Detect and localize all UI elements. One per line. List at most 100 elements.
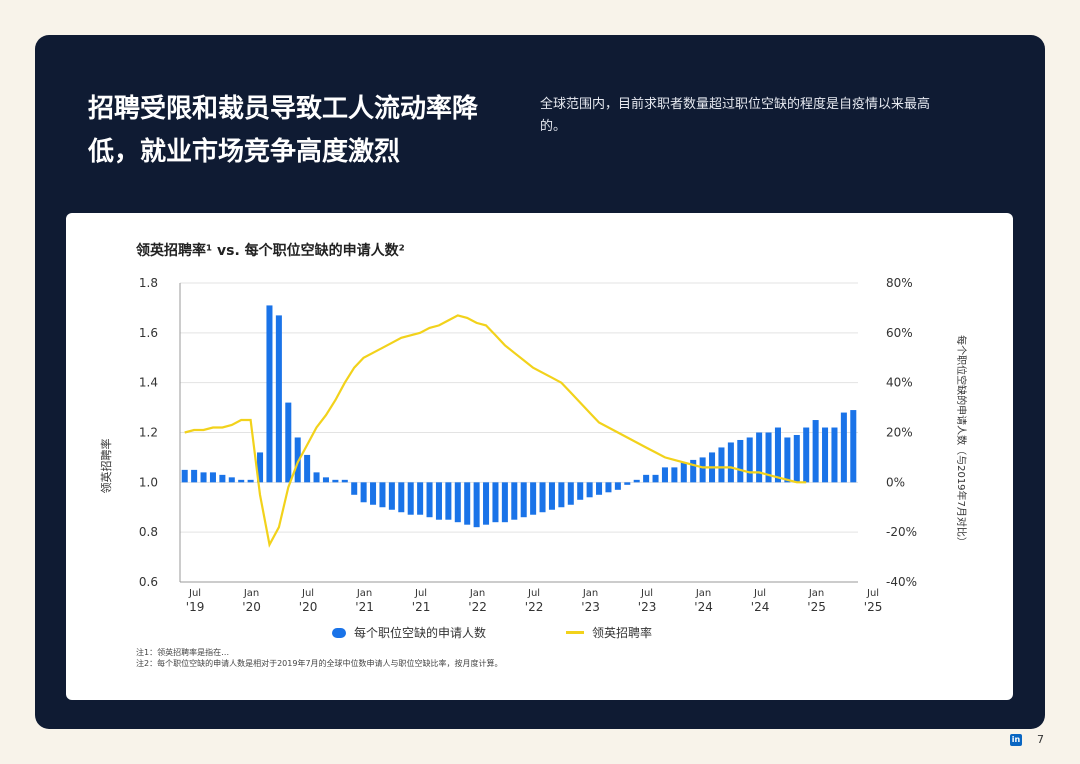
bar [793, 434, 800, 483]
x-tick-year: '21 [412, 600, 431, 614]
right-axis-title: 每个职位空缺的申请人数（与2019年7月对比） [955, 335, 968, 547]
right-tick-label: 40% [886, 376, 913, 390]
bar [454, 482, 461, 523]
bar [661, 467, 668, 483]
x-tick-month: Jul [866, 588, 879, 599]
note-1: 注1：领英招聘率是指在… [136, 648, 230, 657]
x-tick-year: '20 [242, 600, 261, 614]
linkedin-icon: in [1010, 734, 1022, 746]
bar [511, 482, 518, 520]
bar [548, 482, 555, 510]
right-tick-label: 20% [886, 426, 913, 440]
right-tick-label: 0% [886, 475, 905, 489]
left-tick-label: 0.8 [139, 525, 158, 539]
bar [680, 462, 687, 483]
bar [426, 482, 433, 518]
bar [341, 479, 348, 483]
x-tick-year: '22 [468, 600, 487, 614]
bar [567, 482, 574, 505]
legend-bar-swatch [332, 627, 346, 638]
bar [360, 482, 367, 503]
x-tick-year: '22 [525, 600, 544, 614]
bar [285, 402, 292, 483]
bar [398, 482, 405, 513]
x-tick-month: Jul [188, 588, 201, 599]
bar [831, 427, 838, 483]
x-tick-year: '20 [299, 600, 318, 614]
bar [539, 482, 546, 513]
chart-notes: 注1：领英招聘率是指在… 注2：每个职位空缺的申请人数是相对于2019年7月的全… [136, 647, 503, 669]
bar [803, 427, 810, 483]
left-tick-label: 1.6 [139, 326, 158, 340]
x-tick-year: '24 [751, 600, 770, 614]
bar [812, 420, 819, 483]
x-tick-year: '25 [807, 600, 826, 614]
bar [718, 447, 725, 483]
x-tick-year: '21 [355, 600, 374, 614]
bar [417, 482, 424, 515]
chart-title: 领英招聘率¹ vs. 每个职位空缺的申请人数² [136, 243, 405, 259]
page-headline: 招聘受限和裁员导致工人流动率降低，就业市场竞争高度激烈 [88, 94, 479, 167]
left-axis-labels: 1.8 1.6 1.4 1.2 1.0 0.8 0.6 [139, 276, 158, 589]
x-tick-month: Jul [753, 588, 766, 599]
page-number: 7 [1037, 733, 1044, 746]
bar [784, 437, 791, 483]
bar [586, 482, 593, 498]
x-tick-month: Jan [695, 588, 711, 599]
x-tick-month: Jul [414, 588, 427, 599]
left-tick-label: 1.4 [139, 376, 158, 390]
bar [558, 482, 565, 508]
x-tick-month: Jan [243, 588, 259, 599]
bar [605, 482, 612, 493]
bar [671, 467, 678, 483]
bar [209, 472, 216, 483]
left-tick-label: 1.8 [139, 276, 158, 290]
x-axis-labels: Jul'19Jan'20Jul'20Jan'21Jul'21Jan'22Jul'… [186, 588, 883, 614]
bar [275, 315, 282, 483]
axes [179, 283, 858, 583]
bar [379, 482, 386, 508]
right-tick-label: 60% [886, 326, 913, 340]
bar [200, 472, 207, 483]
right-tick-label: -20% [886, 525, 917, 539]
x-tick-month: Jan [469, 588, 485, 599]
x-tick-year: '24 [694, 600, 713, 614]
bar [840, 412, 847, 483]
x-tick-year: '19 [186, 600, 205, 614]
bar [822, 427, 829, 483]
bar [624, 482, 631, 485]
bar [181, 469, 188, 483]
x-tick-month: Jan [808, 588, 824, 599]
x-tick-month: Jul [301, 588, 314, 599]
bar [501, 482, 508, 523]
x-tick-year: '23 [638, 600, 657, 614]
bar [238, 479, 245, 483]
bar [699, 457, 706, 483]
bar [313, 472, 320, 483]
legend-bar-label: 每个职位空缺的申请人数 [354, 626, 487, 640]
page-subtitle: 全球范围内，目前求职者数量超过职位空缺的程度是自疫情以来最高的。 [540, 97, 931, 134]
bar [445, 482, 452, 520]
bar [765, 432, 772, 483]
bar [247, 479, 254, 483]
bar [388, 482, 395, 510]
right-tick-label: 80% [886, 276, 913, 290]
x-tick-month: Jan [582, 588, 598, 599]
left-tick-label: 0.6 [139, 575, 158, 589]
bar [435, 482, 442, 520]
note-2: 注2：每个职位空缺的申请人数是相对于2019年7月的全球中位数申请人与职位空缺比… [136, 659, 503, 668]
bar [473, 482, 480, 528]
bar [370, 482, 377, 505]
bars-series [181, 305, 857, 528]
bar [746, 437, 753, 483]
right-axis-labels: 80% 60% 40% 20% 0% -20% -40% [886, 276, 917, 589]
bar [520, 482, 527, 518]
bar [727, 442, 734, 483]
x-tick-month: Jul [527, 588, 540, 599]
bar [643, 474, 650, 483]
bar [228, 477, 235, 483]
bar [652, 474, 659, 483]
left-tick-label: 1.2 [139, 426, 158, 440]
bar [191, 469, 198, 483]
